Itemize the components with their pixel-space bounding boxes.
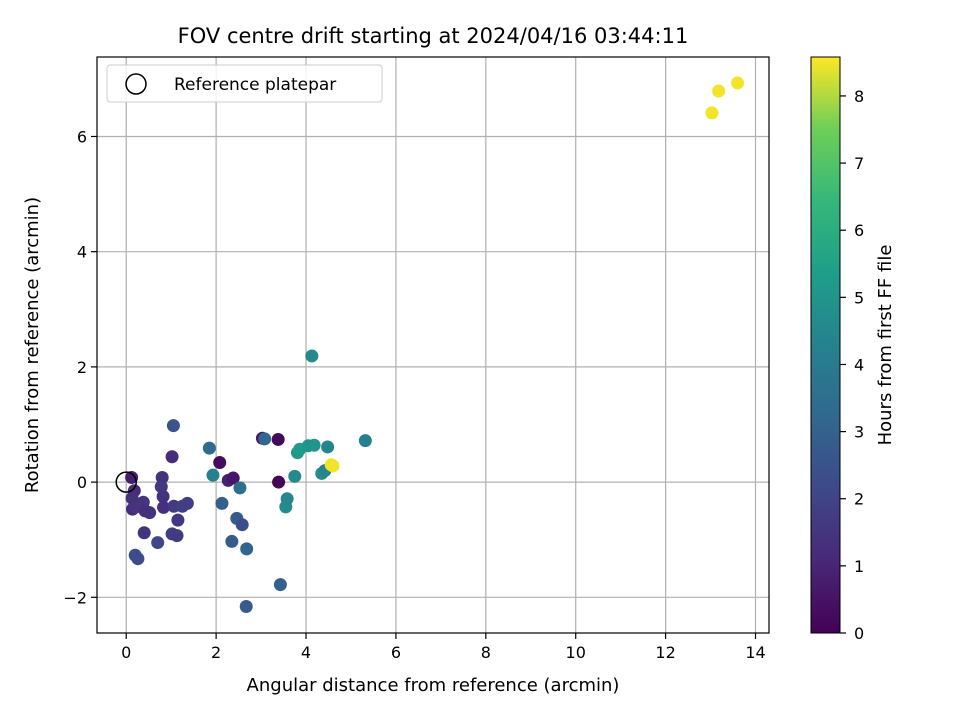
y-axis-ticks: −2 0 2 4 6	[63, 127, 97, 607]
x-tick-label: 10	[566, 643, 586, 662]
colorbar-tick-label: 0	[854, 624, 864, 643]
legend-label: Reference platepar	[174, 75, 336, 95]
colorbar-tick-label: 4	[854, 355, 864, 374]
colorbar-tick-label: 8	[854, 87, 864, 106]
y-tick-label: 0	[77, 473, 87, 492]
x-tick-label: 0	[121, 643, 131, 662]
data-point	[235, 518, 249, 532]
data-point	[273, 578, 287, 592]
data-point	[137, 526, 151, 540]
data-point	[305, 349, 319, 363]
x-tick-label: 14	[745, 643, 765, 662]
data-point	[288, 469, 302, 483]
data-point	[307, 438, 321, 452]
y-axis-label: Rotation from reference (arcmin)	[22, 197, 43, 493]
data-point	[213, 456, 227, 470]
data-point	[215, 496, 229, 510]
colorbar: 0 1 2 3 4 5 6 7 8 Hours from first FF file	[810, 56, 896, 643]
x-tick-label: 4	[301, 643, 311, 662]
data-point	[240, 542, 254, 556]
data-point	[180, 496, 194, 510]
data-point	[171, 513, 185, 527]
x-axis-label: Angular distance from reference (arcmin)	[247, 675, 620, 696]
x-tick-label: 6	[391, 643, 401, 662]
legend-box	[106, 64, 383, 103]
x-tick-label: 2	[211, 643, 221, 662]
x-tick-label: 8	[481, 643, 491, 662]
legend: Reference platepar	[106, 64, 383, 103]
chart-title: FOV centre drift starting at 2024/04/16 …	[178, 24, 689, 48]
colorbar-tick-label: 7	[854, 154, 864, 173]
data-point	[705, 106, 719, 120]
data-point	[358, 434, 372, 448]
data-point	[154, 480, 168, 494]
colorbar-tick-label: 5	[854, 288, 864, 307]
data-point	[131, 552, 145, 566]
colorbar-tick-label: 3	[854, 423, 864, 442]
colorbar-gradient	[810, 56, 841, 634]
data-point	[326, 459, 340, 473]
data-point	[165, 450, 179, 464]
data-point	[166, 419, 180, 433]
data-point	[272, 475, 286, 489]
data-point	[143, 506, 157, 520]
x-axis-ticks: 0 2 4 6 8 10 12 14	[121, 633, 766, 662]
x-tick-label: 12	[655, 643, 675, 662]
data-point	[202, 441, 216, 455]
data-point	[206, 468, 220, 482]
data-point	[280, 492, 294, 506]
colorbar-tick-label: 2	[854, 490, 864, 509]
y-tick-label: 4	[77, 243, 87, 262]
data-point	[731, 76, 745, 90]
y-tick-label: −2	[63, 588, 87, 607]
data-point	[226, 471, 240, 485]
data-point	[156, 489, 170, 503]
reference-platepar-marker	[115, 471, 137, 493]
colorbar-ticks: 0 1 2 3 4 5 6 7 8	[840, 87, 864, 643]
data-point	[125, 470, 139, 484]
data-point	[712, 84, 726, 98]
data-point	[157, 500, 171, 514]
data-point	[239, 600, 253, 614]
data-point	[225, 534, 239, 548]
data-points	[115, 76, 745, 614]
data-point	[233, 481, 247, 495]
colorbar-label: Hours from first FF file	[875, 245, 896, 446]
data-point	[271, 432, 285, 446]
data-point	[258, 432, 272, 446]
data-point	[321, 440, 335, 454]
y-tick-label: 2	[77, 358, 87, 377]
plot-frame	[96, 56, 770, 634]
grid	[97, 57, 769, 633]
y-tick-label: 6	[77, 127, 87, 146]
data-point	[151, 536, 165, 550]
colorbar-tick-label: 1	[854, 557, 864, 576]
legend-reference-marker	[125, 73, 147, 95]
data-point	[170, 529, 184, 543]
colorbar-tick-label: 6	[854, 221, 864, 240]
